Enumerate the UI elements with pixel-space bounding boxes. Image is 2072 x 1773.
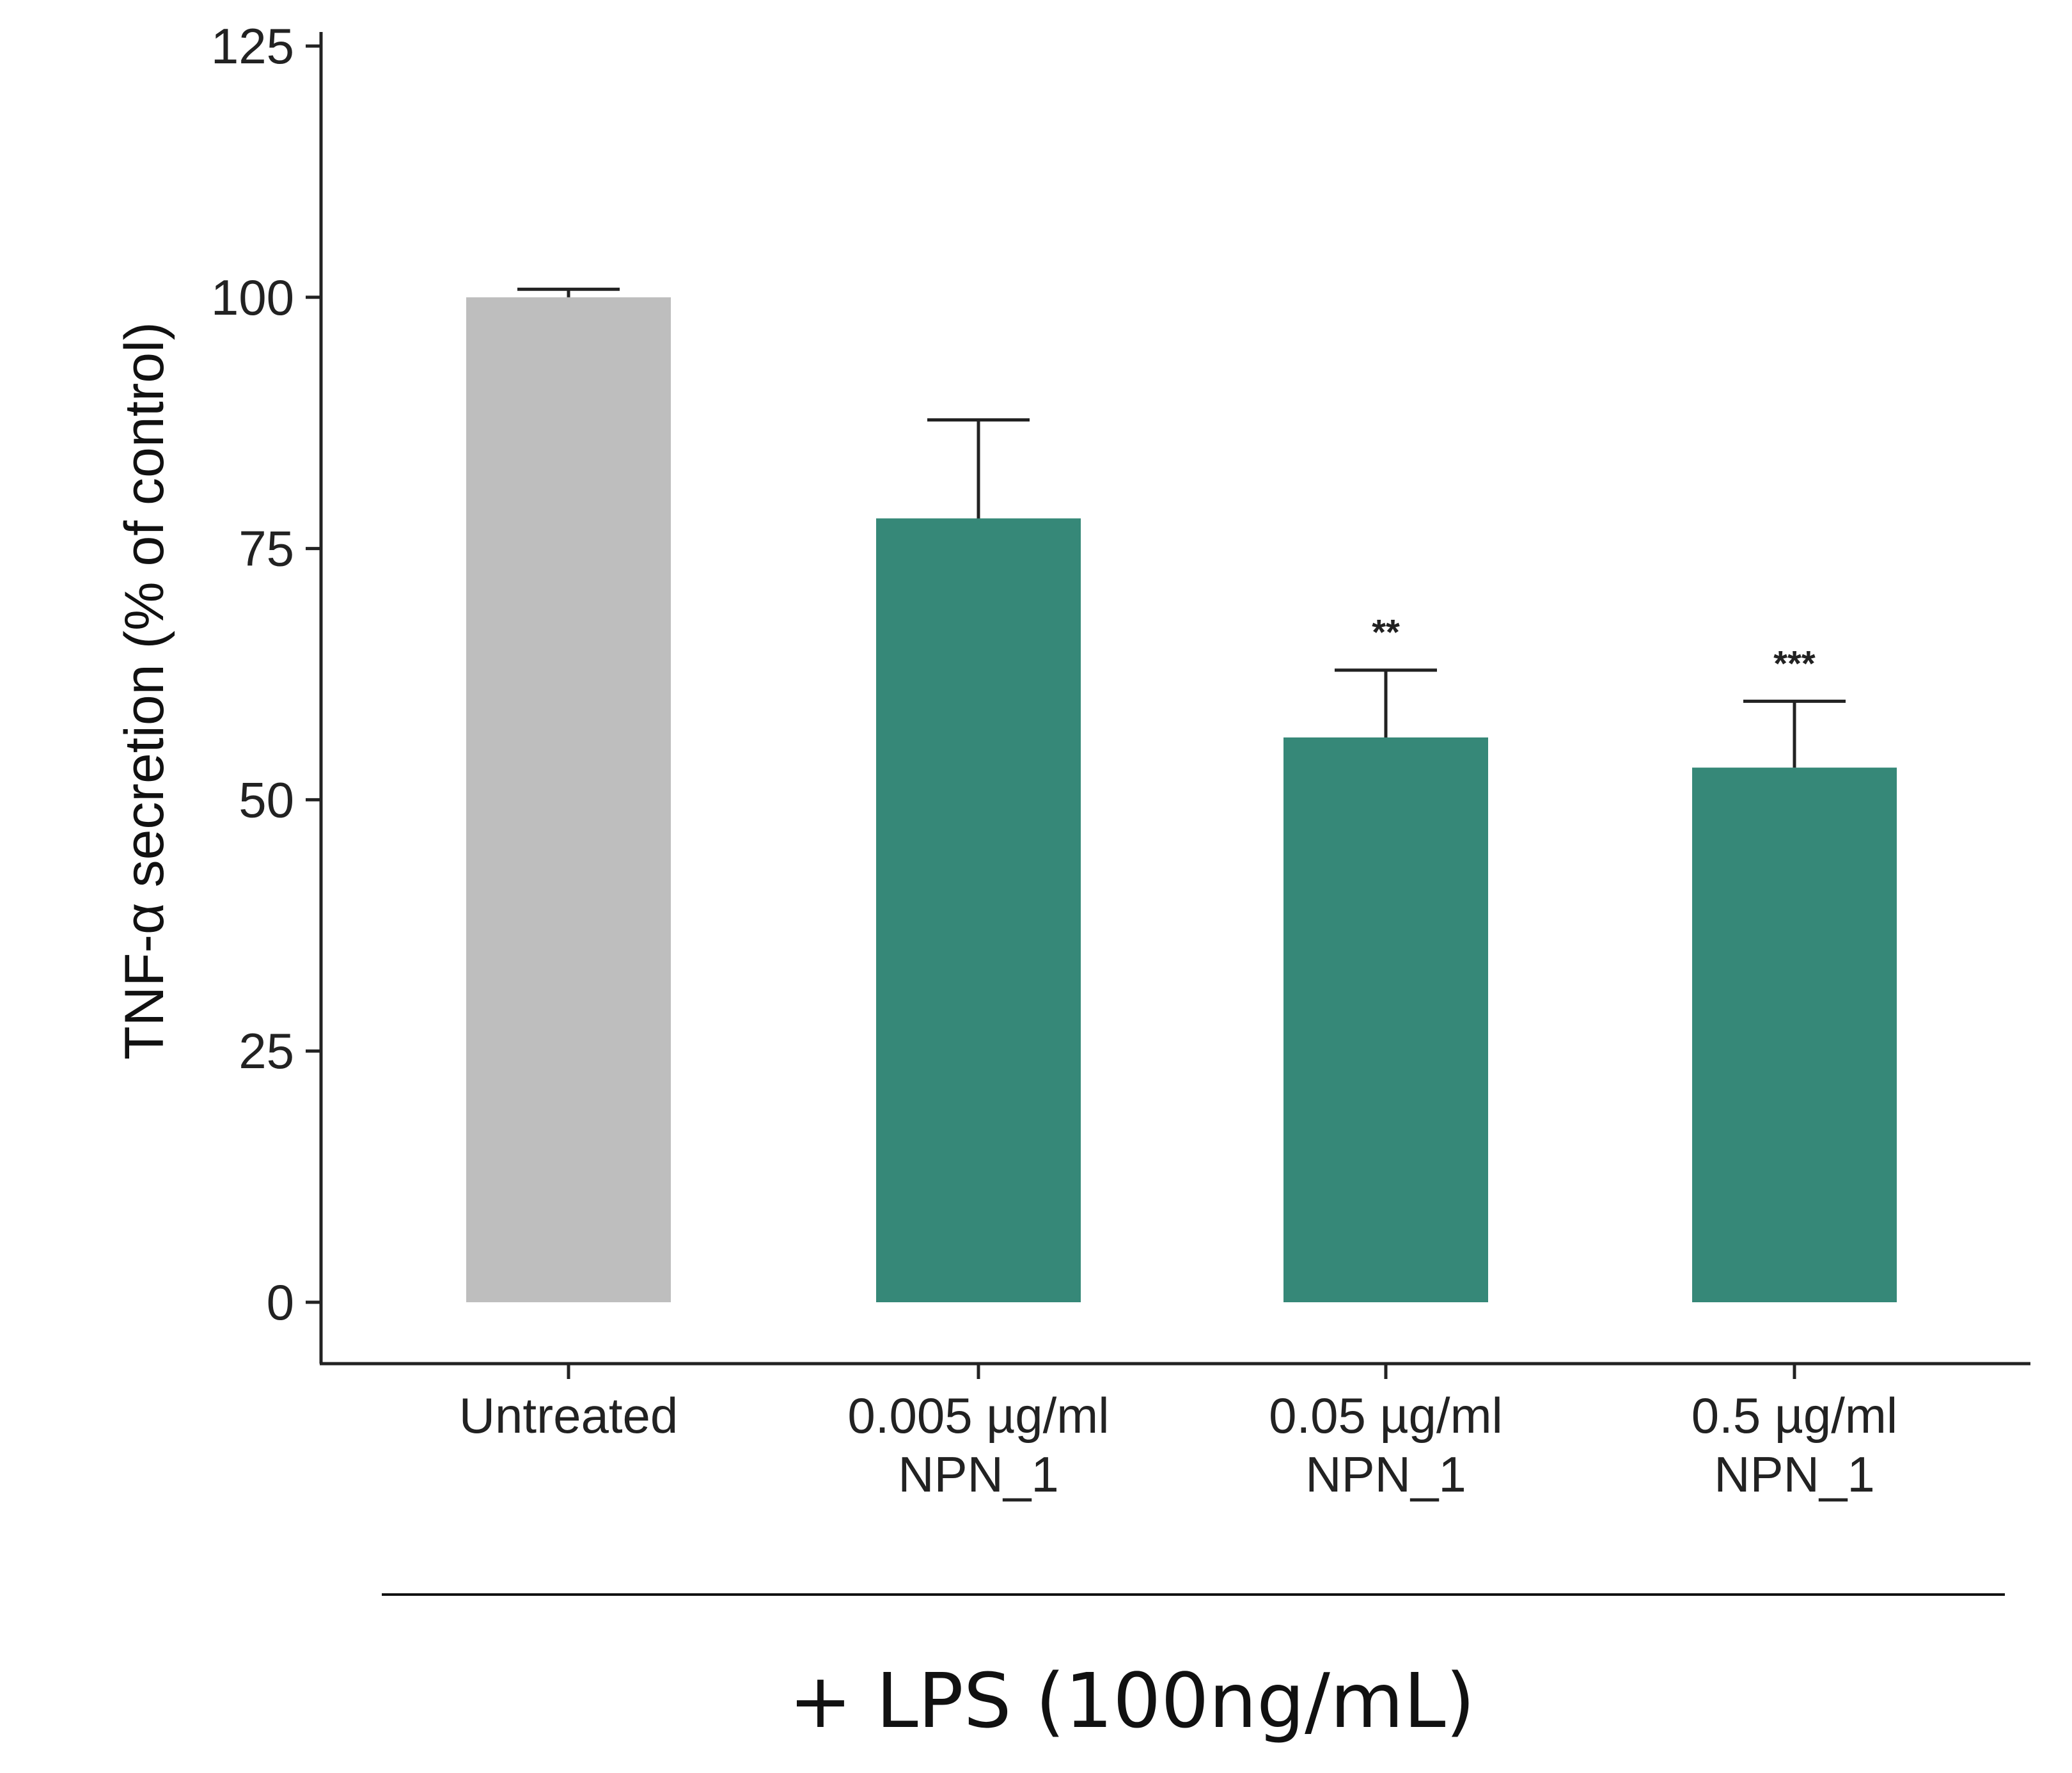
x-tick-label: 0.05 µg/ml — [1269, 1387, 1503, 1444]
y-tick-label: 125 — [211, 18, 294, 74]
y-tick-label: 100 — [211, 269, 294, 326]
bar — [1692, 768, 1897, 1302]
significance-label: ** — [1372, 612, 1400, 652]
y-tick-label: 25 — [239, 1023, 294, 1079]
y-tick-label: 75 — [239, 521, 294, 577]
bar — [466, 297, 671, 1302]
y-axis-title: TNF-α secretion (% of control) — [114, 322, 175, 1060]
y-tick-label: 0 — [267, 1274, 294, 1330]
y-tick-label: 50 — [239, 771, 294, 828]
significance-label: *** — [1773, 643, 1816, 683]
axes: 0 25 50 75 100 125 TNF-α secretion (% of contr… — [114, 18, 2030, 1379]
x-tick-label: NPN_1 — [898, 1446, 1058, 1502]
group-label: + LPS (100ng/mL) — [789, 1657, 1475, 1745]
x-tick-label: 0.005 µg/ml — [847, 1387, 1109, 1444]
x-tick-label: Untreated — [459, 1387, 679, 1444]
x-tick-label: 0.5 µg/ml — [1691, 1387, 1897, 1444]
bar — [1283, 737, 1488, 1302]
x-tick-label: NPN_1 — [1714, 1446, 1874, 1502]
error-bars — [517, 287, 1846, 768]
x-tick-label: NPN_1 — [1305, 1446, 1466, 1502]
bars — [466, 297, 1897, 1302]
bar — [876, 518, 1081, 1302]
